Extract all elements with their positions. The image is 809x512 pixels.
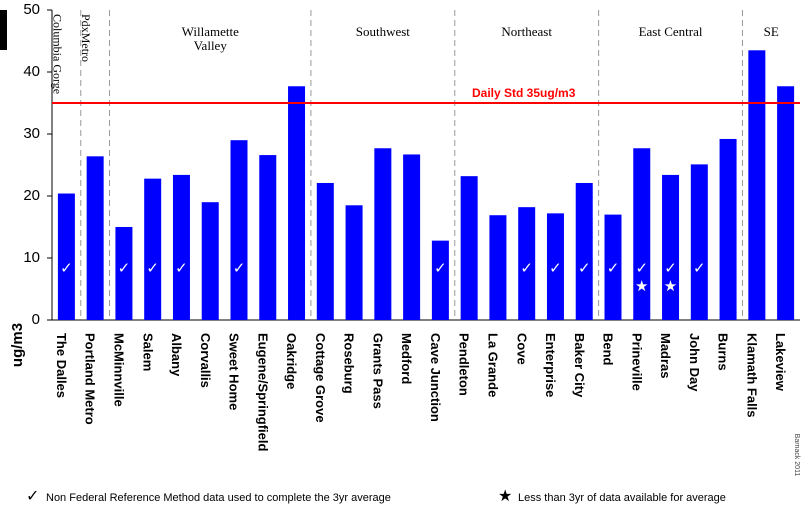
bar	[604, 214, 622, 320]
x-tick-label: Eugene/Springfield	[255, 333, 270, 452]
x-tick-label: Medford	[399, 333, 414, 384]
y-tick-label: 50	[23, 1, 40, 18]
y-axis-label: ug/m3	[9, 323, 26, 367]
x-tick-label: Madras	[658, 333, 673, 379]
star-mark: ★	[635, 278, 648, 295]
x-tick-label: Pendleton	[457, 333, 472, 396]
check-mark: ✓	[549, 260, 562, 277]
bar	[345, 205, 363, 320]
y-tick-label: 10	[23, 249, 40, 266]
bar	[690, 164, 708, 320]
bar	[489, 215, 507, 320]
check-mark: ✓	[60, 260, 73, 277]
x-tick-label: Grants Pass	[370, 333, 385, 409]
region-label: Willamette	[182, 24, 239, 39]
x-tick-label: Enterprise	[543, 333, 558, 397]
x-tick-label: Corvallis	[198, 333, 213, 388]
credit: Barnack 2011	[793, 434, 800, 477]
bar	[719, 138, 737, 320]
x-tick-label: Cottage Grove	[313, 333, 328, 423]
bar	[259, 155, 277, 320]
check-mark: ✓	[175, 260, 188, 277]
legend-symbol: ★	[498, 488, 512, 505]
bar	[57, 193, 75, 320]
legend-text: Non Federal Reference Method data used t…	[46, 492, 391, 504]
check-mark: ✓	[520, 260, 533, 277]
x-tick-label: Cove	[514, 333, 529, 365]
bar	[633, 148, 651, 320]
region-label: Columbia Gorge	[50, 14, 64, 94]
y-tick-label: 20	[23, 187, 40, 204]
check-mark: ✓	[233, 260, 246, 277]
y-tick-label: 40	[23, 63, 40, 80]
bar	[86, 156, 104, 320]
edge-block	[0, 10, 7, 50]
check-mark: ✓	[434, 260, 447, 277]
x-tick-label: The Dalles	[54, 333, 69, 398]
x-tick-label: Prineville	[629, 333, 644, 391]
x-tick-label: La Grande	[485, 333, 500, 397]
check-mark: ✓	[635, 260, 648, 277]
region-label: SE	[764, 24, 779, 39]
x-tick-label: John Day	[687, 333, 702, 392]
legend-symbol: ✓	[26, 488, 39, 505]
bar	[460, 176, 478, 320]
bar	[662, 174, 680, 320]
x-tick-label: Klamath Falls	[744, 333, 759, 418]
bar	[144, 178, 162, 320]
bar	[777, 86, 795, 320]
region-label: Valley	[194, 38, 228, 53]
bar	[288, 86, 306, 320]
x-tick-label: McMinnville	[111, 333, 126, 407]
check-mark: ✓	[693, 260, 706, 277]
bar	[374, 148, 392, 320]
check-mark: ✓	[118, 260, 131, 277]
check-mark: ✓	[578, 260, 591, 277]
bar	[546, 213, 564, 320]
bar	[748, 50, 766, 321]
x-tick-label: Oakridge	[284, 333, 299, 389]
bar	[431, 240, 449, 320]
x-tick-label: Salem	[140, 333, 155, 371]
region-label: Northeast	[501, 24, 552, 39]
x-tick-label: Albany	[169, 333, 184, 377]
x-tick-label: Roseburg	[342, 333, 357, 394]
x-tick-label: Burns	[716, 333, 731, 371]
bar	[518, 207, 536, 320]
check-mark: ✓	[607, 260, 620, 277]
x-tick-label: Sweet Home	[227, 333, 242, 410]
y-tick-label: 0	[32, 311, 40, 328]
region-label: Southwest	[356, 24, 411, 39]
reference-label: Daily Std 35ug/m3	[472, 86, 576, 100]
x-tick-label: Cave Junction	[428, 333, 443, 422]
x-tick-label: Portland Metro	[83, 333, 98, 425]
bar	[403, 154, 421, 320]
bar	[115, 227, 133, 320]
bar	[201, 202, 219, 320]
bar	[230, 140, 248, 320]
bar	[575, 182, 593, 320]
star-mark: ★	[664, 278, 677, 295]
check-mark: ✓	[664, 260, 677, 277]
region-label: PdxMetro	[79, 14, 93, 62]
x-tick-label: Baker City	[572, 333, 587, 398]
x-tick-label: Bend	[601, 333, 616, 366]
y-tick-label: 30	[23, 125, 40, 142]
bar	[172, 174, 190, 320]
x-tick-label: Lakeview	[773, 333, 788, 392]
check-mark: ✓	[146, 260, 159, 277]
region-label: East Central	[639, 24, 703, 39]
legend-text: Less than 3yr of data available for aver…	[518, 492, 726, 504]
bar	[316, 182, 334, 320]
